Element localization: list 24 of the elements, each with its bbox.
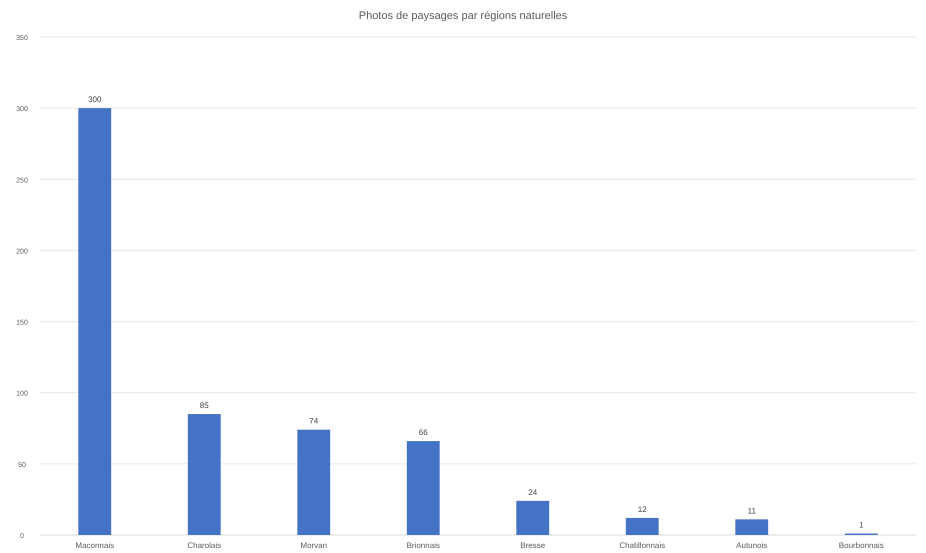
data-label: 300 [88, 95, 102, 104]
x-tick-label: Chatillonnais [619, 541, 666, 550]
x-tick-label: Autunois [736, 541, 768, 550]
data-label: 66 [418, 428, 428, 438]
x-tick-label: Maconnais [75, 541, 114, 550]
data-label: 1 [859, 520, 864, 530]
bar [516, 500, 550, 535]
bar [406, 441, 440, 535]
x-tick-label: Bourbonnais [838, 541, 884, 550]
data-label: 85 [200, 401, 210, 410]
data-label: 11 [748, 506, 756, 516]
bar [78, 108, 112, 535]
x-tick-label: Charolais [187, 541, 222, 550]
chart-title: Photos de paysages par régions naturelles [358, 10, 568, 22]
data-label: 74 [309, 416, 319, 426]
x-tick-label: Morvan [300, 541, 328, 550]
bar [188, 414, 221, 535]
bar [297, 430, 330, 535]
bar [735, 519, 768, 535]
x-tick-label: Bresse [520, 541, 546, 550]
x-tick-label: Brionnais [406, 541, 440, 550]
data-label: 24 [528, 488, 538, 497]
data-label: 12 [638, 504, 648, 514]
bar [626, 518, 659, 535]
